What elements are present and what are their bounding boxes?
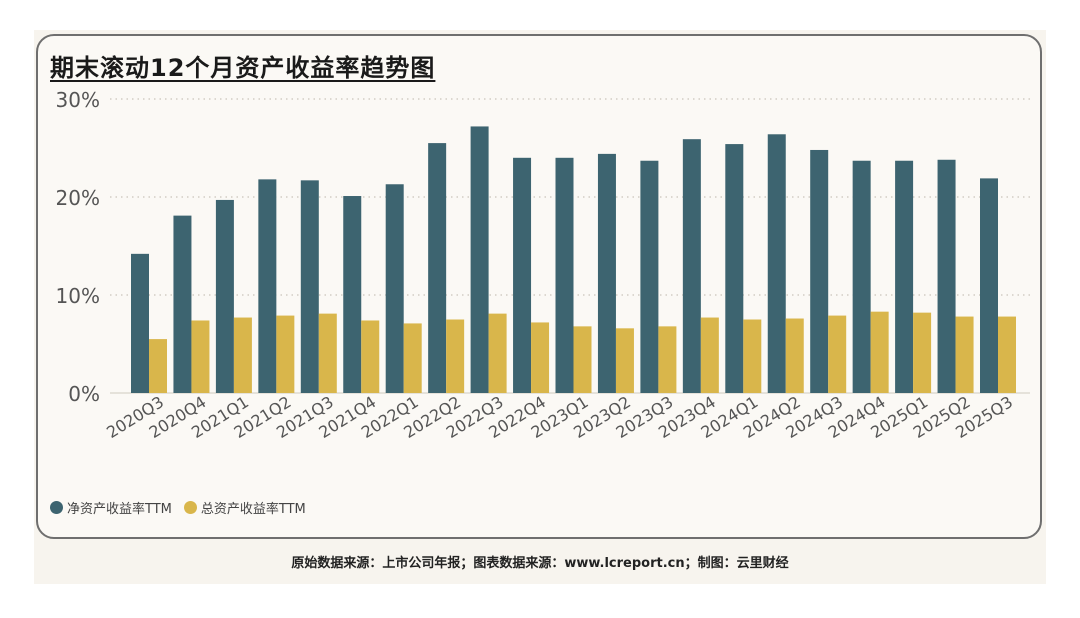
bar-roa [276, 315, 295, 393]
bar-roe [895, 160, 914, 393]
bar-roe [640, 160, 659, 393]
bar-roa [488, 313, 507, 393]
bar-roa [403, 323, 422, 393]
bar-roe [682, 139, 701, 393]
legend-swatch-roe [50, 501, 63, 514]
y-tick-label: 20% [56, 186, 100, 210]
bar-roa [828, 315, 847, 393]
chart-card [36, 34, 1042, 539]
bar-roa [955, 316, 974, 393]
bar-roe [343, 196, 362, 393]
bar-roe [385, 184, 404, 393]
bar-roa [785, 318, 804, 393]
bar-roe [428, 143, 447, 393]
bar-roa [913, 312, 932, 393]
y-tick-label: 30% [56, 88, 100, 112]
source-note: 原始数据来源：上市公司年报；图表数据来源：www.lcreport.cn；制图：… [291, 556, 789, 571]
bar-roe [300, 180, 319, 393]
bar-roa [743, 319, 762, 393]
bar-roe [555, 157, 574, 393]
bar-roe [725, 144, 744, 393]
legend-swatch-roa [183, 501, 197, 514]
y-tick-label: 10% [56, 284, 100, 308]
bar-roa [998, 316, 1016, 393]
bar-roa [615, 328, 634, 393]
bar-roa [149, 339, 167, 393]
bar-roe [258, 179, 277, 393]
bar-roa [233, 317, 252, 393]
bar-roa [191, 320, 210, 393]
bar-roa [318, 313, 337, 393]
bar-roe [513, 157, 532, 393]
bar-roa [446, 319, 465, 393]
bar-roa [870, 311, 889, 393]
bar-roa [531, 322, 550, 393]
bar-roe [810, 149, 829, 393]
legend-label-roe: 净资产收益率TTM [67, 502, 172, 517]
bar-roa [573, 326, 592, 393]
legend-item-roa[interactable]: 总资产收益率TTM [183, 498, 306, 517]
bar-roe [470, 126, 489, 393]
bar-roe [767, 134, 786, 393]
legend-label-roa: 总资产收益率TTM [200, 502, 306, 517]
bar-roe [980, 178, 998, 393]
bar-roa [361, 320, 380, 393]
bar-roa [658, 326, 677, 393]
bar-roe [852, 160, 871, 393]
bar-roe [173, 215, 192, 393]
bar-roe [215, 199, 234, 393]
bar-roa [700, 317, 719, 393]
y-tick-label: 0% [68, 382, 100, 406]
bar-roe [937, 159, 956, 393]
chart-title: 期末滚动12个月资产收益率趋势图 [50, 54, 436, 82]
chart-legend: 净资产收益率TTM 总资产收益率TTM [50, 498, 318, 517]
bar-roe [597, 153, 616, 393]
bar-roe [131, 253, 149, 393]
legend-item-roe[interactable]: 净资产收益率TTM [50, 498, 172, 517]
